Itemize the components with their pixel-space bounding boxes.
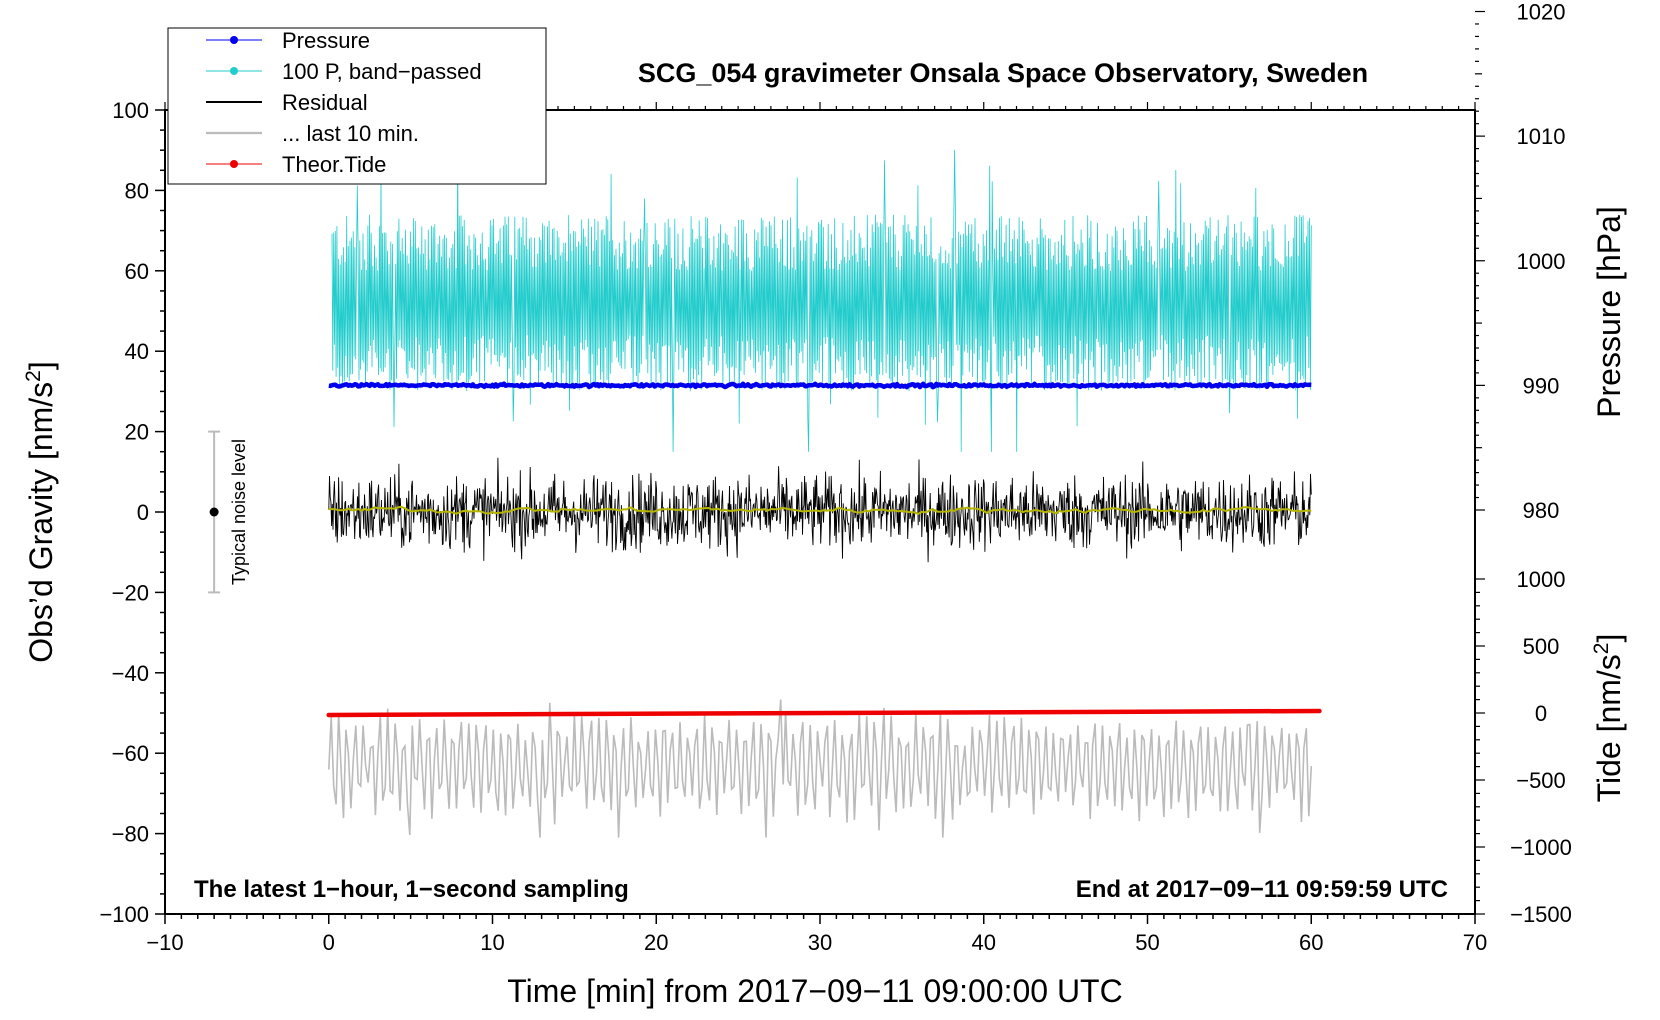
x-tick-label: 50: [1135, 930, 1159, 955]
left-y-tick-label: −40: [112, 661, 149, 686]
legend-marker: [230, 160, 238, 168]
left-y-tick-label: −60: [112, 741, 149, 766]
tide-tick-label: −1000: [1510, 835, 1572, 860]
chart-title: SCG_054 gravimeter Onsala Space Observat…: [638, 58, 1368, 88]
left-y-tick-label: 100: [112, 98, 149, 123]
series-bandpassed-line: [331, 143, 1312, 452]
left-y-tick-label: 40: [125, 339, 149, 364]
annotation-end-time: End at 2017−09−11 09:59:59 UTC: [1076, 876, 1448, 903]
legend-label: ... last 10 min.: [282, 121, 419, 146]
pressure-axis-title: Pressure [hPa]: [1591, 206, 1627, 418]
legend-label: Residual: [282, 90, 368, 115]
legend: Pressure 100 P, band−passed Residual ... la…: [167, 27, 547, 185]
x-tick-label: 0: [323, 930, 335, 955]
tide-tick-label: −1500: [1510, 902, 1572, 927]
tide-tick-label: 500: [1523, 634, 1560, 659]
x-tick-label: 10: [480, 930, 504, 955]
x-tick-label: 30: [808, 930, 832, 955]
x-tick-label: −10: [146, 930, 183, 955]
series-last-10-min-line: [328, 699, 1313, 838]
noise-level-dot: [209, 507, 219, 517]
annotation-sampling: The latest 1−hour, 1−second sampling: [194, 876, 629, 903]
x-axis-title: Time [min] from 2017−09−11 09:00:00 UTC: [507, 973, 1122, 1009]
left-y-tick-label: 60: [125, 259, 149, 284]
data-layer: [326, 143, 1322, 838]
series-pressure-line: [328, 381, 1312, 390]
series-residual-smoothed-line: [328, 505, 1312, 516]
legend-label: Pressure: [282, 28, 370, 53]
x-tick-label: 70: [1463, 930, 1487, 955]
pressure-tick-label: 990: [1523, 373, 1560, 398]
pressure-tick-label: 980: [1523, 498, 1560, 523]
left-y-tick-label: −80: [112, 822, 149, 847]
x-tick-label: 40: [972, 930, 996, 955]
x-tick-label: 60: [1299, 930, 1323, 955]
pressure-tick-label: 1020: [1517, 0, 1566, 25]
tide-tick-label: −500: [1516, 768, 1566, 793]
axes-layer: −10 0 10 20 30 40 50 60 70−100−80−60−40−20020406…: [99, 0, 1571, 955]
tide-tick-label: 1000: [1517, 567, 1566, 592]
noise-level-indicator: Typical noise level: [208, 430, 249, 594]
tide-axis-title: Tide [nm/s2]: [1590, 634, 1627, 803]
series-theor-tide-line: [326, 708, 1322, 718]
legend-label: Theor.Tide: [282, 152, 386, 177]
left-y-tick-label: 20: [125, 420, 149, 445]
legend-marker: [230, 36, 238, 44]
x-tick-label: 20: [644, 930, 668, 955]
legend-label: 100 P, band−passed: [282, 59, 482, 84]
tide-tick-label: 0: [1535, 701, 1547, 726]
pressure-tick-label: 1000: [1517, 249, 1566, 274]
left-y-tick-label: −20: [112, 580, 149, 605]
legend-box: [167, 27, 547, 185]
left-y-axis-title: Obs’d Gravity [nm/s2]: [22, 361, 59, 663]
pressure-tick-label: 1010: [1517, 124, 1566, 149]
left-y-tick-label: 0: [137, 500, 149, 525]
left-y-tick-label: 80: [125, 178, 149, 203]
noise-level-label: Typical noise level: [229, 439, 249, 585]
left-y-tick-label: −100: [99, 902, 149, 927]
legend-marker: [230, 67, 238, 75]
